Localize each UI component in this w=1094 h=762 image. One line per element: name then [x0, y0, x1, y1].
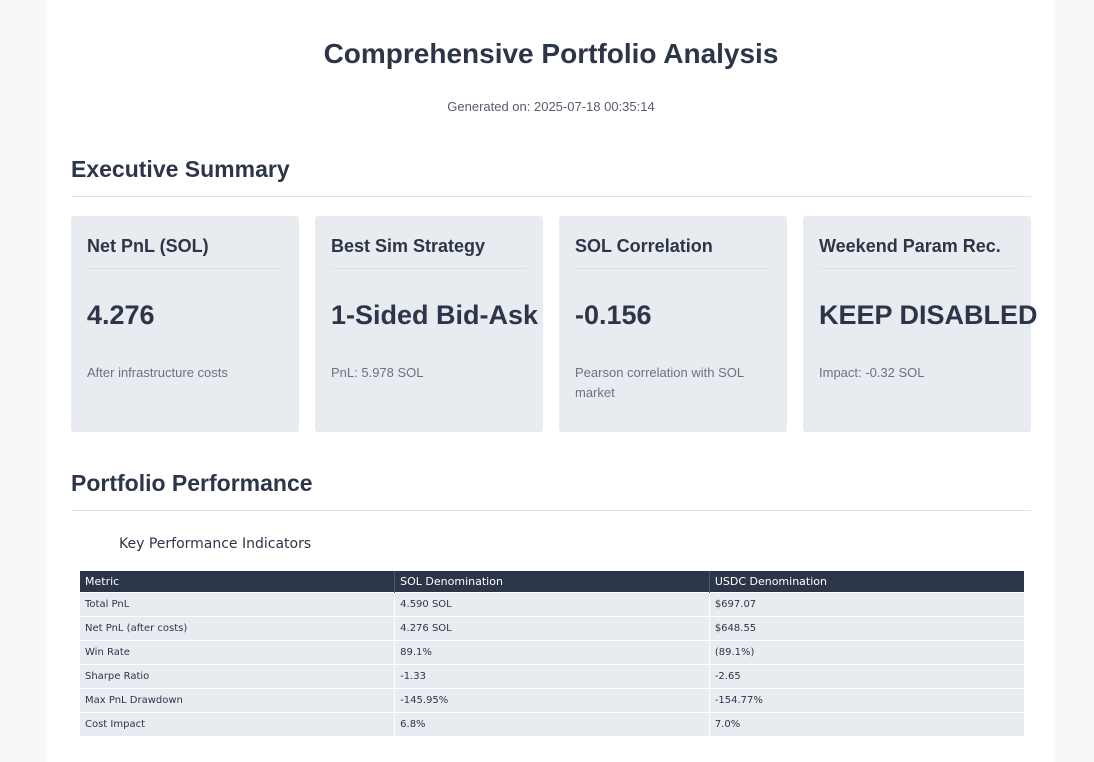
card-title: Net PnL (SOL): [87, 236, 209, 256]
card-divider: [87, 268, 283, 269]
table-cell: -145.95%: [394, 687, 710, 712]
table-cell: Max PnL Drawdown: [80, 687, 396, 712]
card-value: 1-Sided Bid-Ask: [331, 300, 539, 330]
kpi-caption: Key Performance Indicators: [119, 536, 312, 552]
table-cell: Net PnL (after costs): [80, 615, 396, 640]
table-cell: $648.55: [709, 615, 1024, 640]
table-row: Max PnL Drawdown -145.95% -154.77%: [80, 687, 1024, 712]
table-cell: 6.8%: [394, 711, 710, 736]
table-cell: 4.590 SOL: [394, 591, 710, 616]
portfolio-performance-divider: [71, 510, 1031, 511]
table-cell: 89.1%: [394, 639, 710, 664]
card-sol-correlation: SOL Correlation -0.156 Pearson correlati…: [559, 216, 787, 432]
executive-summary-divider: [71, 196, 1031, 197]
card-divider: [819, 268, 1015, 269]
card-divider: [575, 268, 771, 269]
portfolio-performance-heading: Portfolio Performance: [71, 470, 313, 496]
table-row: Sharpe Ratio -1.33 -2.65: [80, 663, 1024, 688]
card-title: Weekend Param Rec.: [819, 236, 1001, 256]
table-row: Win Rate 89.1% (89.1%): [80, 639, 1024, 664]
table-row: Total PnL 4.590 SOL $697.07: [80, 591, 1024, 616]
card-weekend-param: Weekend Param Rec. KEEP DISABLED Impact:…: [803, 216, 1038, 432]
table-cell: -2.65: [709, 663, 1024, 688]
table-cell: 4.276 SOL: [394, 615, 710, 640]
column-header-usdc: USDC Denomination: [709, 571, 1024, 592]
card-divider: [331, 268, 527, 269]
table-cell: -154.77%: [709, 687, 1024, 712]
card-best-sim-strategy: Best Sim Strategy 1-Sided Bid-Ask PnL: 5…: [315, 216, 543, 432]
card-title: Best Sim Strategy: [331, 236, 486, 256]
page-title: Comprehensive Portfolio Analysis: [323, 38, 779, 69]
card-note: After infrastructure costs: [87, 365, 228, 380]
table-cell: Sharpe Ratio: [80, 663, 396, 688]
table-header-row: Metric SOL Denomination USDC Denominatio…: [80, 571, 1024, 592]
card-note: PnL: 5.978 SOL: [331, 365, 424, 380]
table-cell: $697.07: [709, 591, 1024, 616]
table-cell: Total PnL: [80, 591, 396, 616]
card-note: Impact: -0.32 SOL: [819, 365, 925, 380]
card-value: KEEP DISABLED: [819, 300, 1038, 330]
table-cell: -1.33: [394, 663, 710, 688]
card-net-pnl: Net PnL (SOL) 4.276 After infrastructure…: [71, 216, 299, 432]
card-value: -0.156: [575, 300, 652, 330]
table-cell: (89.1%): [709, 639, 1024, 664]
card-title: SOL Correlation: [575, 236, 713, 256]
summary-cards: Net PnL (SOL) 4.276 After infrastructure…: [71, 216, 1038, 432]
table-row: Net PnL (after costs) 4.276 SOL $648.55: [80, 615, 1024, 640]
generated-timestamp: Generated on: 2025-07-18 00:35:14: [447, 99, 655, 114]
executive-summary-heading: Executive Summary: [71, 156, 290, 182]
table-row: Cost Impact 6.8% 7.0%: [80, 711, 1024, 736]
card-value: 4.276: [87, 300, 155, 330]
report-page: Comprehensive Portfolio Analysis Generat…: [47, 0, 1055, 762]
kpi-table: Metric SOL Denomination USDC Denominatio…: [80, 571, 1024, 736]
table-cell: 7.0%: [709, 711, 1024, 736]
table-cell: Cost Impact: [80, 711, 396, 736]
card-note: Pearson correlation with SOL market: [575, 365, 744, 400]
column-header-metric: Metric: [80, 571, 396, 592]
table-cell: Win Rate: [80, 639, 396, 664]
column-header-sol: SOL Denomination: [394, 571, 710, 592]
